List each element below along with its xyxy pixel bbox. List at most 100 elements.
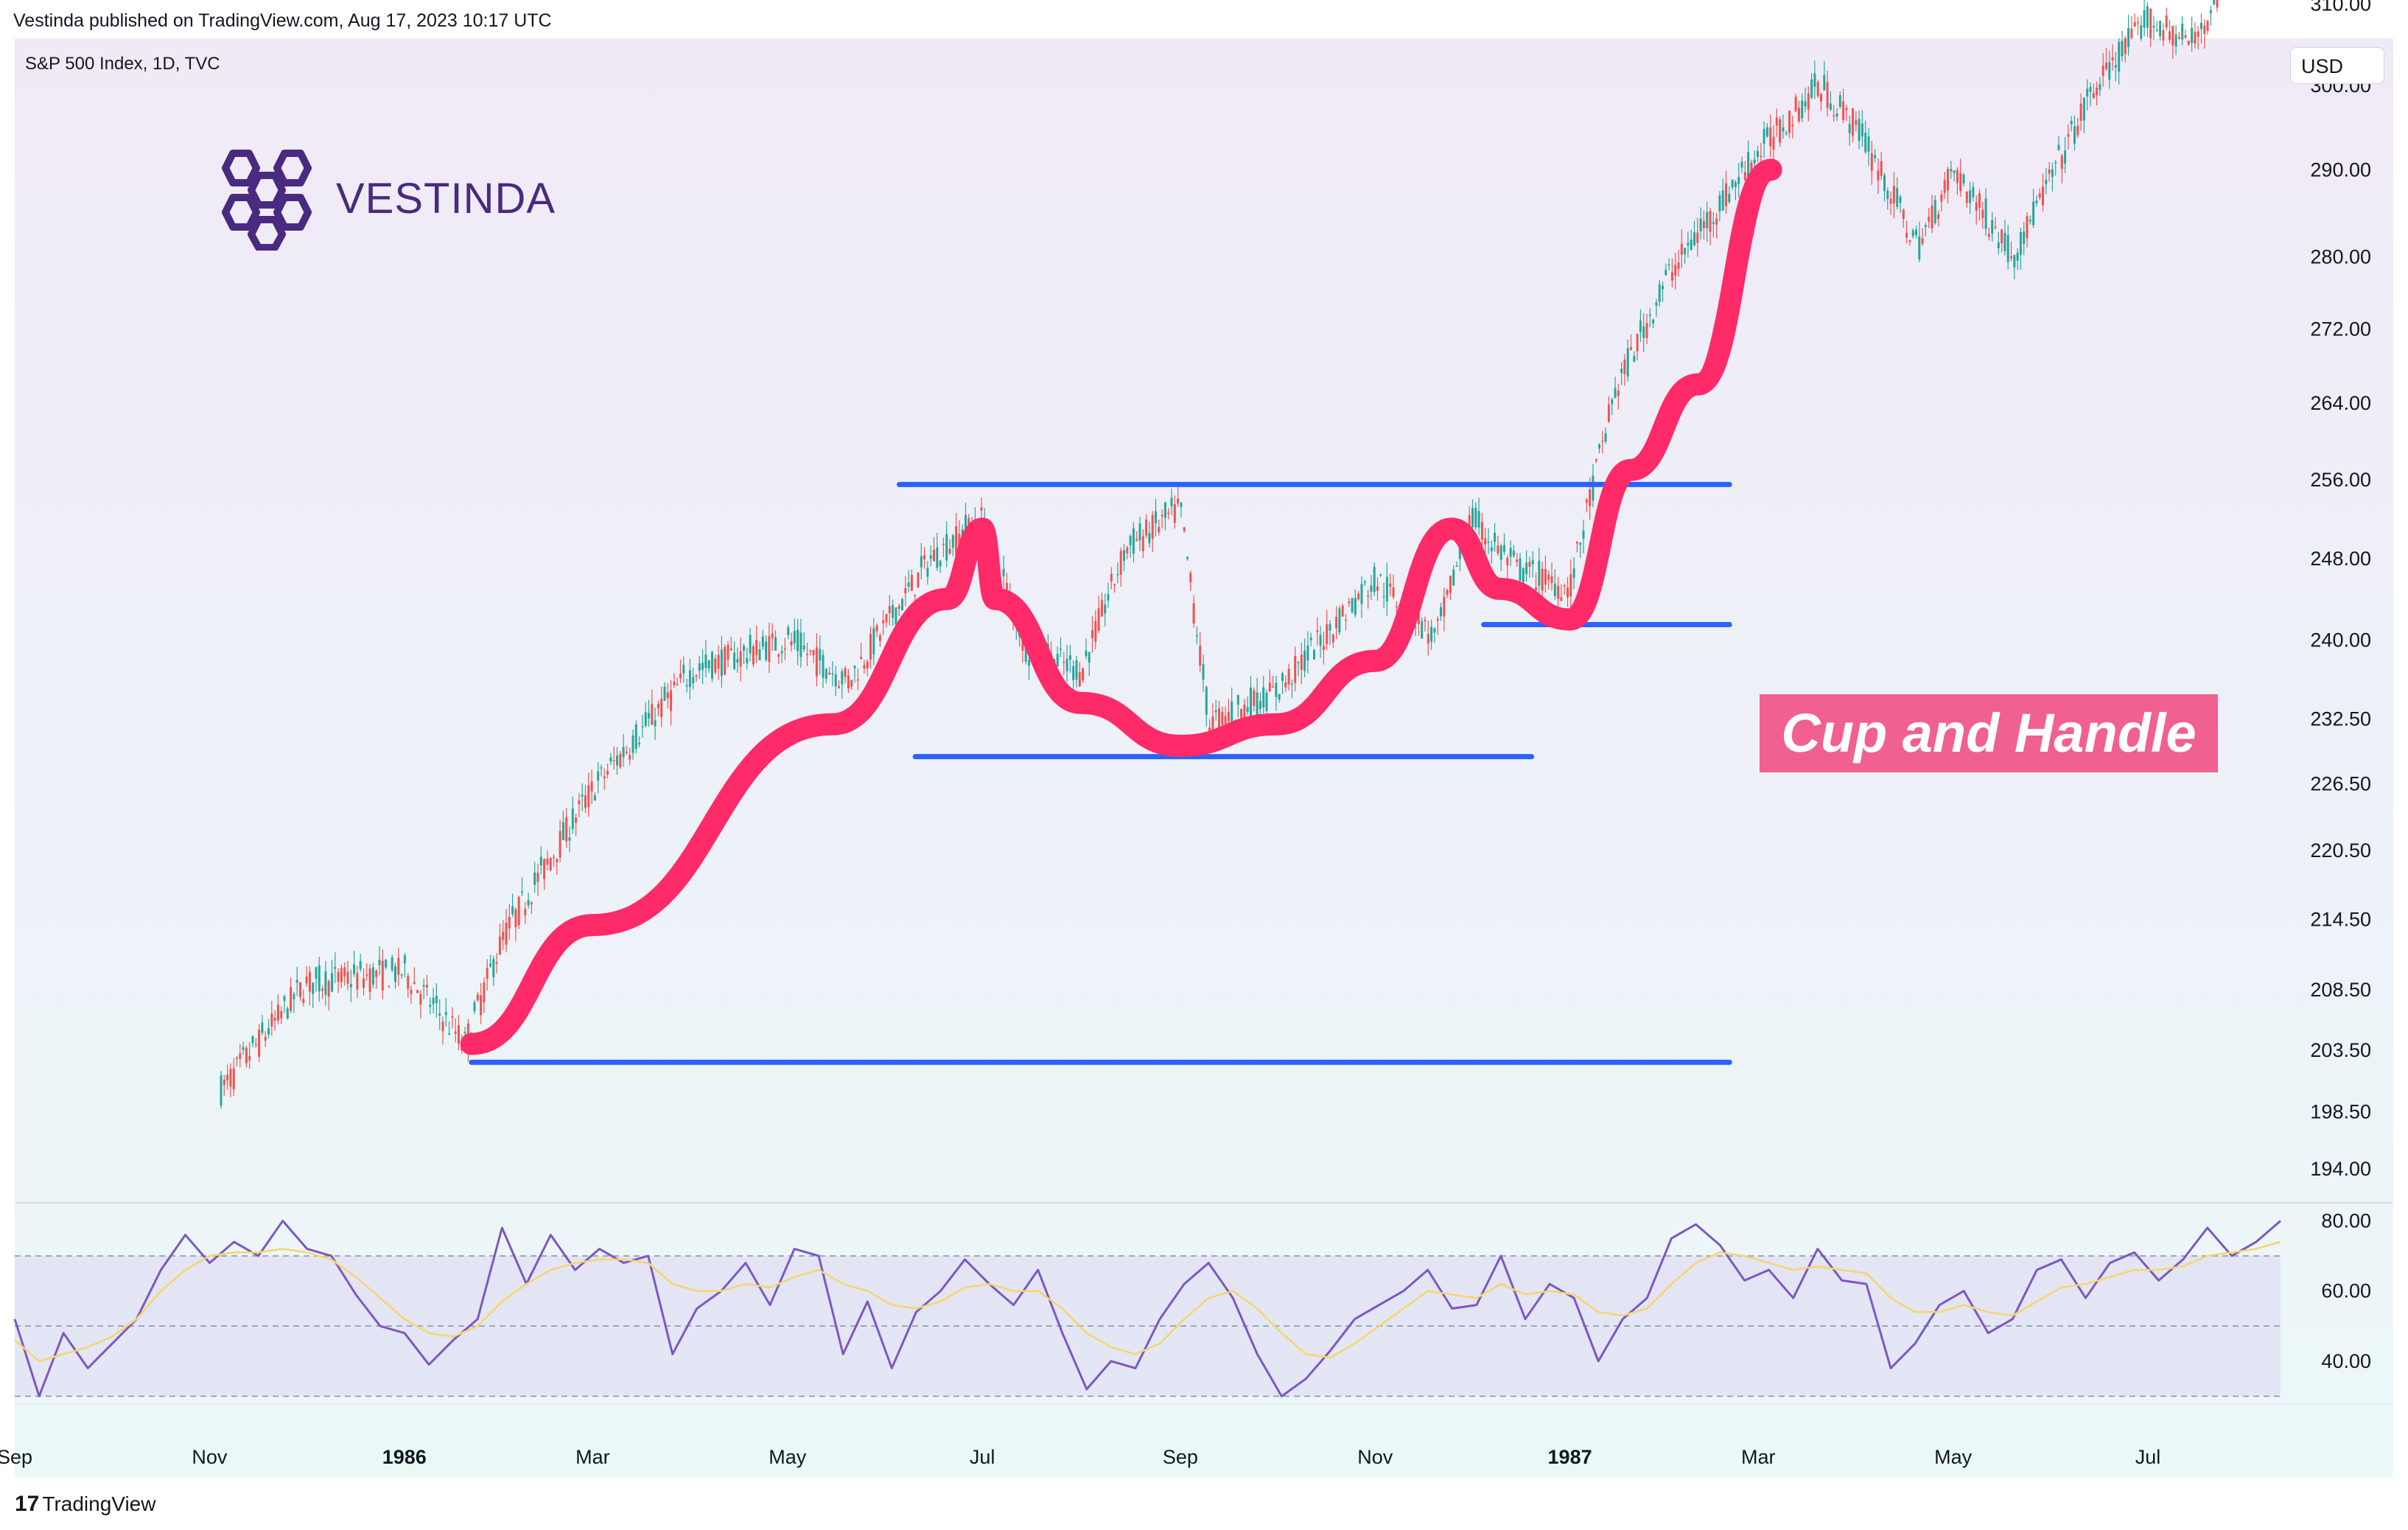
candle-down — [1082, 667, 1085, 683]
candle-up — [1997, 231, 2000, 255]
candle-up — [1319, 626, 1322, 658]
candle-down — [875, 623, 878, 638]
candle-body — [1595, 459, 1597, 461]
candle-up — [644, 702, 647, 728]
candle-down — [676, 677, 679, 686]
candle-down — [1436, 616, 1439, 635]
candle-up — [698, 655, 701, 680]
candle-body — [707, 660, 710, 669]
candle-body — [448, 1033, 451, 1035]
candle-down — [1617, 383, 1620, 410]
candle-down — [1826, 71, 1829, 117]
candle-down — [1842, 88, 1845, 124]
candle-body — [1791, 125, 1794, 127]
candle-up — [2213, 0, 2216, 6]
candle-body — [2035, 200, 2038, 203]
candle-body — [1477, 511, 1480, 528]
candle-up — [492, 955, 495, 986]
candle-body — [473, 1002, 476, 1011]
candle-down — [888, 595, 891, 626]
candle-down — [2194, 21, 2197, 49]
candle-body — [343, 967, 346, 977]
candle-up — [1309, 632, 1312, 646]
candle-body — [346, 971, 349, 984]
candle-up — [533, 862, 536, 893]
candle-body — [1135, 539, 1138, 542]
candle-down — [657, 700, 659, 716]
candle-down — [1348, 597, 1351, 607]
candle-body — [381, 960, 384, 991]
candle-down — [1769, 114, 1772, 158]
candle-down — [502, 920, 505, 950]
candle-up — [774, 630, 777, 651]
candle-up — [743, 643, 745, 664]
candle-down — [1981, 201, 1984, 229]
candle-body — [458, 1025, 460, 1044]
price-tick-label: 290.00 — [2310, 158, 2371, 181]
candle-down — [556, 858, 559, 876]
candle-body — [1937, 214, 1940, 220]
candle-body — [1775, 117, 1778, 126]
candle-body — [1852, 108, 1854, 136]
candle-body — [1579, 542, 1582, 545]
candle-down — [2149, 8, 2152, 47]
candle-down — [1550, 562, 1553, 591]
candle-body — [685, 685, 688, 687]
candle-up — [1129, 534, 1132, 558]
candle-down — [584, 784, 587, 813]
candle-body — [2127, 28, 2130, 48]
candle-body — [2026, 216, 2029, 239]
candle-body — [663, 686, 666, 701]
candle-body — [869, 634, 872, 660]
candle-body — [1494, 532, 1497, 542]
candle-down — [1161, 509, 1163, 528]
candle-down — [1779, 116, 1782, 147]
candle-body — [711, 652, 713, 679]
candle-up — [1867, 128, 1870, 167]
candle-down — [1956, 167, 1959, 195]
candle-body — [897, 606, 900, 609]
candle-up — [1195, 626, 1198, 644]
candle-up — [648, 699, 650, 727]
candle-up — [1611, 397, 1614, 416]
candle-up — [1138, 517, 1141, 551]
candle-body — [1205, 687, 1208, 715]
candle-down — [239, 1044, 242, 1068]
candle-down — [2010, 241, 2012, 262]
candle-up — [853, 665, 856, 682]
candle-body — [1180, 503, 1183, 507]
candle-body — [660, 698, 663, 718]
candle-body — [1829, 103, 1832, 110]
candle-body — [1512, 551, 1515, 556]
time-tick-label: Mar — [1741, 1446, 1776, 1468]
candle-body — [783, 648, 786, 650]
candle-down — [1376, 577, 1379, 601]
candle-up — [1639, 309, 1642, 343]
candle-body — [1915, 229, 1917, 236]
candle-body — [1329, 623, 1331, 631]
candle-body — [1395, 606, 1398, 608]
candle-body — [920, 556, 923, 567]
candle-body — [622, 747, 625, 758]
candle-up — [1538, 548, 1541, 599]
tradingview-footer[interactable]: 17 TradingView — [15, 1492, 155, 1517]
candle-body — [1658, 284, 1661, 302]
candle-body — [359, 960, 362, 969]
candle-body — [1743, 172, 1746, 181]
candle-up — [1297, 660, 1300, 677]
candle-body — [2029, 220, 2031, 222]
candle-down — [229, 1063, 232, 1097]
candle-body — [2023, 231, 2026, 244]
candle-body — [1823, 74, 1826, 91]
candle-down — [549, 856, 552, 872]
candle-body — [942, 543, 945, 545]
currency-badge[interactable]: USD — [2290, 47, 2384, 84]
candle-body — [1693, 232, 1695, 245]
candle-body — [1243, 705, 1246, 724]
candle-up — [432, 988, 435, 1014]
candle-body — [847, 675, 850, 689]
candle-up — [1813, 60, 1816, 99]
candle-down — [407, 972, 410, 998]
candle-body — [1443, 596, 1446, 617]
candle-body — [1769, 128, 1772, 147]
